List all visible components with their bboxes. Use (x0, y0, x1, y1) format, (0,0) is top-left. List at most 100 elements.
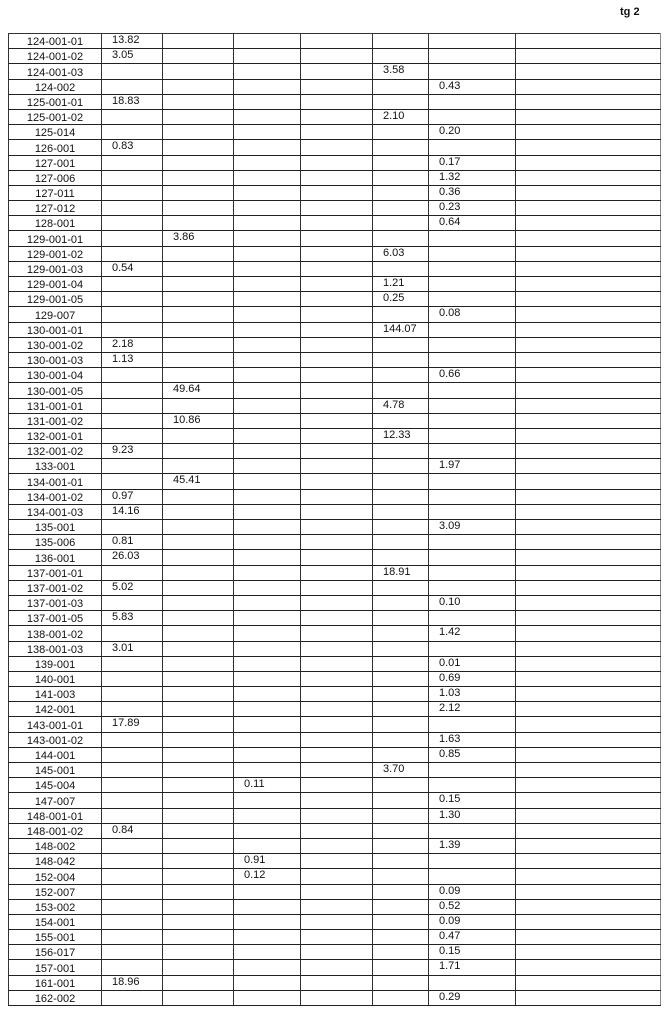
row-code-cell: 140-001 (8, 671, 102, 688)
value-cell-col3 (162, 367, 234, 384)
value-cell-col7 (428, 139, 516, 156)
value-cell-col2 (101, 109, 163, 126)
value-cell-col6 (372, 155, 429, 171)
value-cell-col8 (515, 732, 661, 748)
value-cell-col3 (162, 990, 234, 1007)
value-cell-col7: 0.15 (428, 944, 516, 961)
value-cell-col3 (162, 716, 234, 733)
value-cell-col2 (101, 732, 163, 748)
row-code-cell: 152-007 (8, 884, 102, 900)
row-code-cell: 139-001 (8, 656, 102, 672)
value-cell-col6 (372, 32, 429, 50)
value-cell-col5 (300, 109, 373, 126)
value-cell-col2: 1.13 (101, 352, 163, 369)
value-cell-col5 (300, 777, 373, 794)
value-cell-col2 (101, 367, 163, 384)
value-cell-col8 (515, 63, 661, 80)
value-cell-col7 (428, 853, 516, 870)
value-cell-col7: 0.29 (428, 990, 516, 1007)
value-cell-col3 (162, 808, 234, 824)
value-cell-col2 (101, 170, 163, 186)
value-cell-col7 (428, 777, 516, 794)
value-cell-col2 (101, 884, 163, 900)
table-row: 136-001 26.03 (8, 549, 661, 566)
value-cell-col3 (162, 519, 234, 536)
value-cell-col6: 2.10 (372, 109, 429, 126)
value-cell-col5 (300, 914, 373, 931)
value-cell-col7 (428, 230, 516, 247)
value-cell-col7 (428, 382, 516, 399)
row-code-cell: 126-001 (8, 139, 102, 156)
table-row: 153-002 0.52 (8, 899, 661, 915)
value-cell-col2 (101, 944, 163, 961)
value-cell-col2: 5.83 (101, 610, 163, 627)
value-cell-col6 (372, 732, 429, 748)
value-cell-col5 (300, 519, 373, 536)
value-cell-col2: 2.18 (101, 337, 163, 353)
table-row: 124-001-03 3.58 (8, 63, 661, 80)
row-code-cell: 145-004 (8, 777, 102, 794)
value-cell-col2: 9.23 (101, 443, 163, 460)
value-cell-col6 (372, 944, 429, 961)
row-code-cell: 132-001-01 (8, 428, 102, 445)
value-cell-col2 (101, 215, 163, 232)
value-cell-col4 (233, 580, 301, 596)
value-cell-col4 (233, 701, 301, 718)
value-cell-col5 (300, 610, 373, 627)
value-cell-col5 (300, 276, 373, 293)
value-cell-col4 (233, 838, 301, 855)
value-cell-col8 (515, 443, 661, 460)
value-cell-col5 (300, 716, 373, 733)
value-cell-col7 (428, 975, 516, 991)
value-cell-col8 (515, 79, 661, 95)
value-cell-col2: 13.82 (101, 32, 163, 50)
value-cell-col2 (101, 79, 163, 95)
value-cell-col6 (372, 853, 429, 870)
value-cell-col8 (515, 200, 661, 217)
row-code-cell: 148-042 (8, 853, 102, 870)
value-cell-col2 (101, 230, 163, 247)
table-row: 148-001-02 0.84 (8, 823, 661, 839)
value-cell-col4 (233, 367, 301, 384)
value-cell-col6 (372, 838, 429, 855)
value-cell-col3 (162, 701, 234, 718)
value-cell-col7: 0.47 (428, 929, 516, 946)
row-code-cell: 127-012 (8, 200, 102, 217)
table-row: 130-001-01 144.07 (8, 322, 661, 338)
value-cell-col8 (515, 975, 661, 991)
value-cell-col4 (233, 990, 301, 1007)
table-row: 143-001-02 1.63 (8, 732, 661, 748)
row-code-cell: 127-011 (8, 185, 102, 202)
value-cell-col6: 4.78 (372, 398, 429, 414)
value-cell-col8 (515, 656, 661, 672)
value-cell-col5 (300, 853, 373, 870)
row-code-cell: 124-001-03 (8, 63, 102, 80)
value-cell-col3: 3.86 (162, 230, 234, 247)
value-cell-col4: 0.11 (233, 777, 301, 794)
table-row: 145-001 3.70 (8, 762, 661, 779)
row-code-cell: 138-001-03 (8, 641, 102, 657)
value-cell-col2 (101, 200, 163, 217)
value-cell-col8 (515, 185, 661, 202)
value-cell-col3 (162, 443, 234, 460)
value-cell-col5 (300, 398, 373, 414)
value-cell-col7 (428, 291, 516, 308)
value-cell-col5 (300, 170, 373, 186)
value-cell-col7: 1.03 (428, 686, 516, 703)
value-cell-col4 (233, 565, 301, 581)
value-cell-col3 (162, 656, 234, 672)
value-cell-col5 (300, 337, 373, 353)
value-cell-col8 (515, 382, 661, 399)
value-cell-col4 (233, 671, 301, 688)
value-cell-col5 (300, 246, 373, 262)
value-cell-col4 (233, 716, 301, 733)
value-cell-col6 (372, 367, 429, 384)
value-cell-col8 (515, 306, 661, 323)
value-cell-col5 (300, 823, 373, 839)
row-code-cell: 130-001-05 (8, 382, 102, 399)
value-cell-col5 (300, 656, 373, 672)
value-cell-col7: 0.17 (428, 155, 516, 171)
value-cell-col8 (515, 428, 661, 445)
value-cell-col2: 14.16 (101, 504, 163, 521)
table-row: 124-002 0.43 (8, 79, 661, 95)
